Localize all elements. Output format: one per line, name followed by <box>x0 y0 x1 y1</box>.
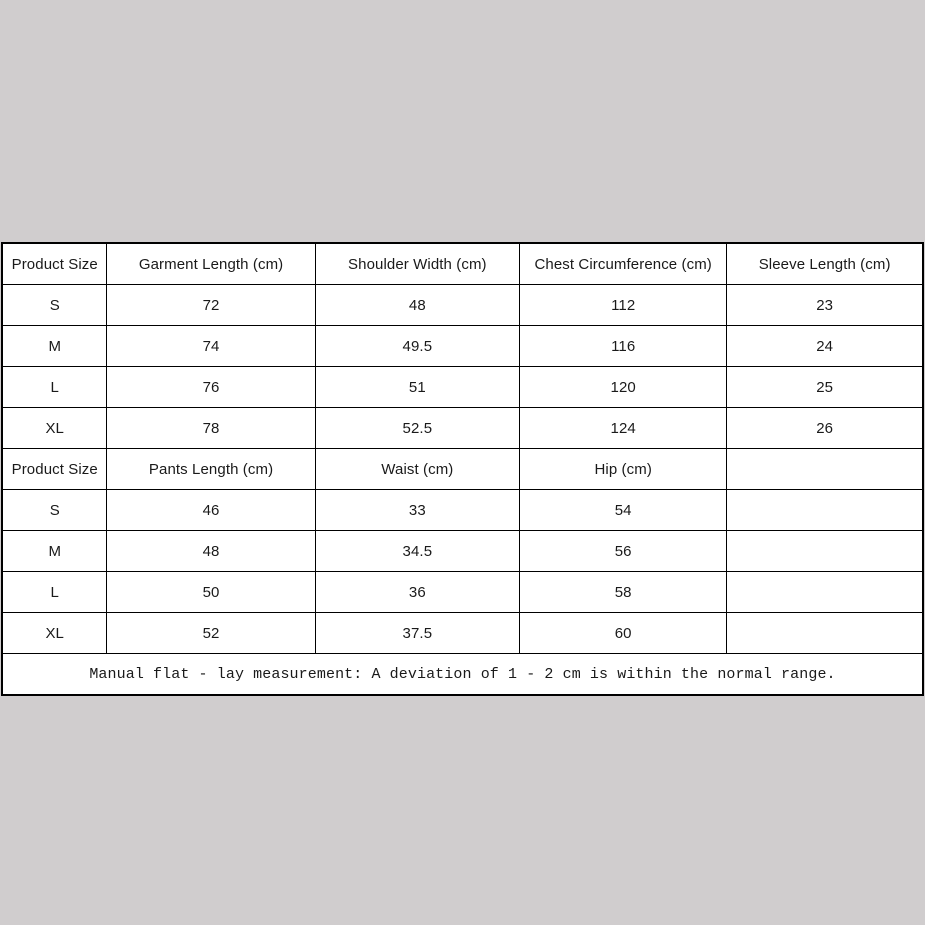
value-cell: 120 <box>519 366 728 408</box>
size-label-cell: S <box>1 489 108 531</box>
size-label-cell: XL <box>1 612 108 654</box>
value-cell: 23 <box>726 284 924 326</box>
size-label-cell: L <box>1 571 108 613</box>
table-row-pants-l: L 50 36 58 <box>1 571 924 613</box>
tops-header-row: Product Size Garment Length (cm) Shoulde… <box>1 242 924 285</box>
column-header-chest-circumference: Chest Circumference (cm) <box>519 242 728 285</box>
value-cell: 26 <box>726 407 924 449</box>
value-cell: 25 <box>726 366 924 408</box>
table-row-tops-m: M 74 49.5 116 24 <box>1 325 924 367</box>
value-cell: 112 <box>519 284 728 326</box>
column-header-pants-length: Pants Length (cm) <box>106 448 316 490</box>
value-cell: 76 <box>106 366 316 408</box>
value-cell: 52.5 <box>314 407 521 449</box>
footnote-row: Manual flat - lay measurement: A deviati… <box>1 653 924 696</box>
column-header-hip: Hip (cm) <box>519 448 728 490</box>
table-row-pants-xl: XL 52 37.5 60 <box>1 612 924 654</box>
size-label-cell: S <box>1 284 108 326</box>
value-cell: 50 <box>106 571 316 613</box>
size-label-cell: XL <box>1 407 108 449</box>
value-cell: 51 <box>314 366 521 408</box>
table-row-tops-l: L 76 51 120 25 <box>1 366 924 408</box>
size-chart-container: Product Size Garment Length (cm) Shoulde… <box>1 242 924 696</box>
value-cell: 54 <box>519 489 728 531</box>
value-cell: 37.5 <box>314 612 521 654</box>
value-cell: 60 <box>519 612 728 654</box>
column-header-garment-length: Garment Length (cm) <box>106 242 316 285</box>
value-cell: 36 <box>314 571 521 613</box>
value-cell: 56 <box>519 530 728 572</box>
table-row-tops-s: S 72 48 112 23 <box>1 284 924 326</box>
table-row-pants-s: S 46 33 54 <box>1 489 924 531</box>
value-cell: 48 <box>314 284 521 326</box>
value-cell: 49.5 <box>314 325 521 367</box>
value-cell: 33 <box>314 489 521 531</box>
column-header-waist: Waist (cm) <box>314 448 521 490</box>
pants-header-row: Product Size Pants Length (cm) Waist (cm… <box>1 448 924 490</box>
size-label-cell: L <box>1 366 108 408</box>
measurement-footnote: Manual flat - lay measurement: A deviati… <box>1 653 924 696</box>
value-cell: 46 <box>106 489 316 531</box>
value-cell: 52 <box>106 612 316 654</box>
size-label-cell: M <box>1 325 108 367</box>
column-header-shoulder-width: Shoulder Width (cm) <box>314 242 521 285</box>
size-chart-table: Product Size Garment Length (cm) Shoulde… <box>1 242 924 696</box>
value-cell: 116 <box>519 325 728 367</box>
value-cell: 74 <box>106 325 316 367</box>
empty-cell <box>726 571 924 613</box>
column-header-product-size: Product Size <box>1 242 108 285</box>
empty-cell <box>726 489 924 531</box>
value-cell: 24 <box>726 325 924 367</box>
empty-cell <box>726 612 924 654</box>
value-cell: 48 <box>106 530 316 572</box>
empty-cell <box>726 530 924 572</box>
value-cell: 124 <box>519 407 728 449</box>
value-cell: 34.5 <box>314 530 521 572</box>
value-cell: 72 <box>106 284 316 326</box>
table-row-pants-m: M 48 34.5 56 <box>1 530 924 572</box>
value-cell: 58 <box>519 571 728 613</box>
column-header-sleeve-length: Sleeve Length (cm) <box>726 242 924 285</box>
size-label-cell: M <box>1 530 108 572</box>
table-row-tops-xl: XL 78 52.5 124 26 <box>1 407 924 449</box>
column-header-empty <box>726 448 924 490</box>
value-cell: 78 <box>106 407 316 449</box>
column-header-product-size: Product Size <box>1 448 108 490</box>
